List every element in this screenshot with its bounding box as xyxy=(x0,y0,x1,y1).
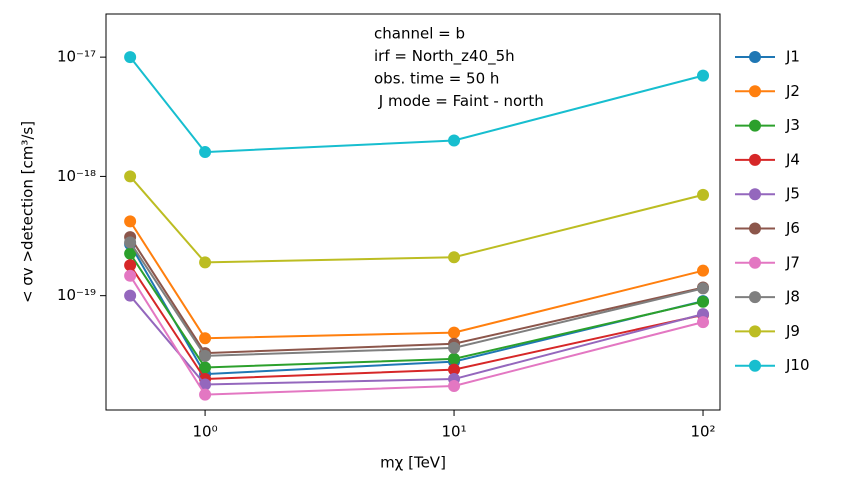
data-point xyxy=(697,69,710,82)
x-axis-label: mχ [TeV] xyxy=(380,454,446,472)
legend-label: J8 xyxy=(785,288,800,306)
data-point xyxy=(199,378,212,391)
data-point xyxy=(124,170,137,183)
legend-label: J2 xyxy=(785,82,800,100)
series-line xyxy=(129,56,704,154)
legend-label: J3 xyxy=(785,116,800,134)
data-point xyxy=(448,379,461,392)
annotation: obs. time = 50 h xyxy=(374,70,499,88)
x-tick-label: 10⁰ xyxy=(193,423,218,441)
series-line xyxy=(129,220,704,340)
series-line xyxy=(129,295,704,386)
data-point xyxy=(124,51,137,64)
data-point xyxy=(199,361,212,374)
legend-label: J1 xyxy=(785,48,800,66)
series-line xyxy=(129,264,704,381)
x-tick-label: 10¹ xyxy=(441,423,466,441)
data-point xyxy=(124,247,137,260)
data-point xyxy=(199,332,212,345)
legend-label: J6 xyxy=(785,219,800,237)
data-point xyxy=(124,259,137,272)
x-tick-label: 10² xyxy=(690,423,715,441)
legend-marker xyxy=(749,291,761,304)
data-point xyxy=(124,269,137,282)
legend-label: J10 xyxy=(785,356,810,374)
series-line xyxy=(129,241,704,357)
data-point xyxy=(697,188,710,201)
data-point xyxy=(199,256,212,269)
data-point xyxy=(124,289,137,302)
legend-marker xyxy=(749,222,761,235)
data-point xyxy=(448,363,461,376)
data-point xyxy=(448,326,461,339)
data-point xyxy=(697,295,710,308)
data-point xyxy=(448,134,461,147)
data-point xyxy=(448,251,461,264)
legend-marker xyxy=(749,153,761,166)
legend-label: J5 xyxy=(785,185,800,203)
data-point xyxy=(199,146,212,159)
y-tick-label: 10⁻¹⁷ xyxy=(57,48,96,66)
plot-frame xyxy=(105,13,721,411)
legend-label: J7 xyxy=(785,253,800,271)
annotation: J mode = Faint - north xyxy=(374,92,544,110)
legend-marker xyxy=(749,325,761,338)
data-point xyxy=(124,215,137,228)
legend-marker xyxy=(749,256,761,269)
y-axis-label: < σv >detection [cm³/s] xyxy=(19,121,37,303)
data-point xyxy=(199,349,212,362)
y-tick-label: 10⁻¹⁹ xyxy=(57,286,96,304)
series-line xyxy=(129,236,704,355)
legend-label: J9 xyxy=(785,322,800,340)
annotation: irf = North_z40_5h xyxy=(374,47,515,66)
series-line xyxy=(129,253,704,369)
legend-marker xyxy=(749,359,761,372)
series-line xyxy=(129,175,704,264)
legend-marker xyxy=(749,51,761,63)
data-point xyxy=(199,388,212,401)
legend-marker xyxy=(749,85,761,98)
data-point xyxy=(697,282,710,295)
data-point xyxy=(448,352,461,365)
y-tick-label: 10⁻¹⁸ xyxy=(57,167,96,185)
annotation: channel = b xyxy=(374,25,465,43)
legend-label: J4 xyxy=(785,150,800,168)
data-point xyxy=(697,316,710,329)
legend-marker xyxy=(749,188,761,201)
series-line xyxy=(129,275,704,396)
data-point xyxy=(124,236,137,249)
data-point xyxy=(697,264,710,277)
legend-marker xyxy=(749,119,761,132)
data-point xyxy=(448,341,461,354)
